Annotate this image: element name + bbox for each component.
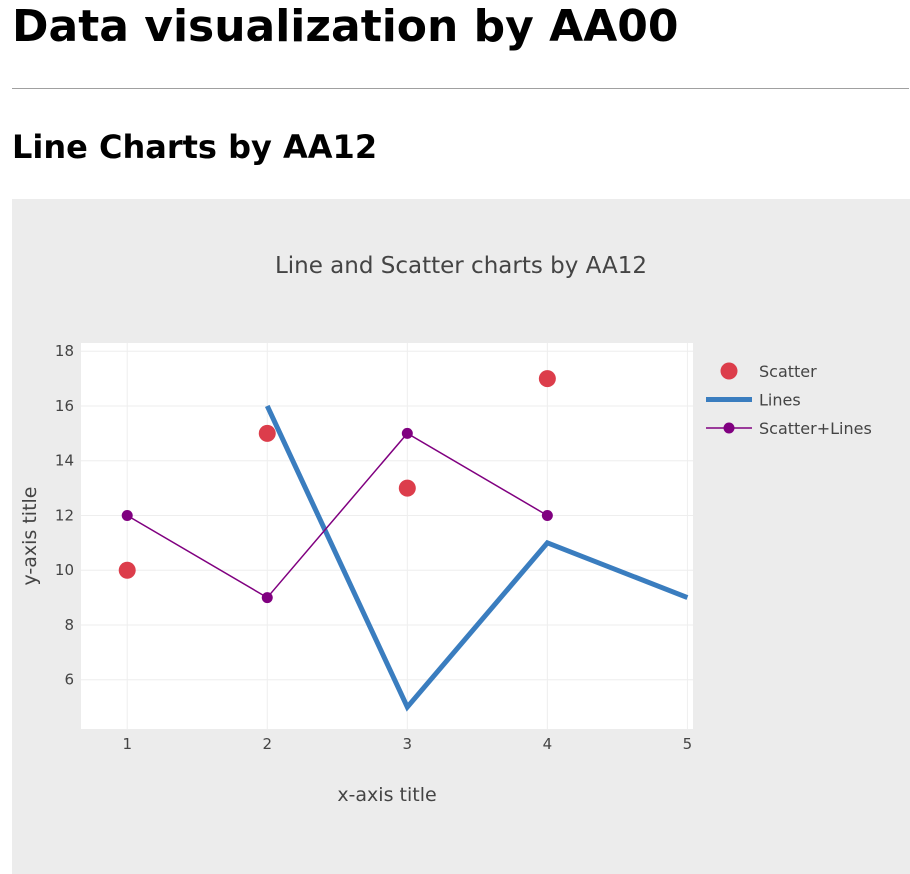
y-tick-label: 10 [55, 561, 74, 579]
chart-title: Line and Scatter charts by AA12 [275, 253, 647, 279]
legend-label: Scatter+Lines [759, 419, 872, 438]
y-tick-label: 12 [55, 506, 74, 524]
y-tick-label: 14 [55, 452, 74, 470]
data-point [538, 370, 556, 388]
data-point [398, 479, 416, 497]
data-point [121, 509, 133, 521]
grid-lines [81, 343, 693, 729]
horizontal-divider [12, 88, 909, 89]
x-axis-title: x-axis title [337, 784, 436, 806]
legend-marker [723, 422, 735, 434]
series-scatter [118, 370, 556, 579]
line-scatter-chart: Line and Scatter charts by AA12 1 2 3 4 5681… [19, 253, 872, 806]
data-point [118, 561, 136, 579]
y-tick-label: 8 [64, 616, 74, 634]
series-scatter-lines [121, 427, 553, 604]
series-line [126, 432, 548, 599]
legend-label: Lines [759, 391, 801, 410]
legend-label: Scatter [759, 362, 817, 381]
legend-marker [720, 362, 738, 380]
legend: Scatter Lines Scatter+Lines [706, 362, 872, 438]
x-tick-label: 2 [262, 735, 272, 753]
data-point [541, 509, 553, 521]
plot-area [81, 343, 693, 729]
y-axis-title: y-axis title [19, 486, 41, 585]
page-title: Data visualization by AA00 [12, 1, 679, 52]
series-line [264, 404, 689, 712]
data-series [118, 370, 689, 712]
y-tick-label: 16 [55, 397, 74, 415]
data-point [261, 592, 273, 604]
data-point [401, 427, 413, 439]
section-title: Line Charts by AA12 [12, 128, 378, 166]
x-tick-label: 1 [122, 735, 132, 753]
y-tick-label: 6 [64, 671, 74, 689]
series-lines [264, 404, 689, 712]
data-point [258, 424, 276, 442]
x-tick-label: 3 [403, 735, 413, 753]
x-tick-label: 5 [683, 735, 693, 753]
x-tick-label: 4 [543, 735, 553, 753]
y-tick-label: 18 [55, 342, 74, 360]
